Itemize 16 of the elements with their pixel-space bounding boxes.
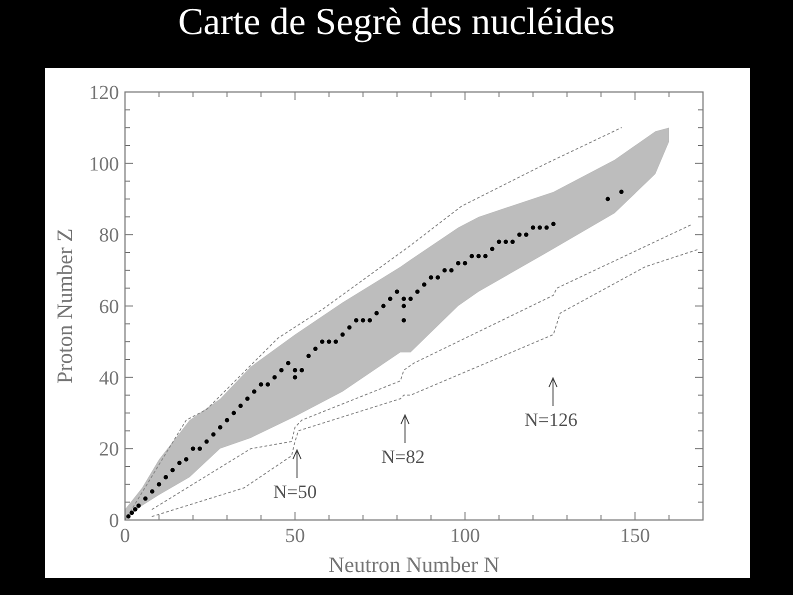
chart-title: Carte de Segrè des nucléides xyxy=(178,1,615,43)
y-tick-label: 20 xyxy=(99,438,119,461)
x-tick-label: 50 xyxy=(285,525,305,547)
y-tick-label: 40 xyxy=(99,367,119,390)
annotation: N=82 xyxy=(381,447,425,468)
annotation: N=50 xyxy=(273,482,317,503)
y-tick-label: 60 xyxy=(99,296,119,318)
annotation: N=126 xyxy=(524,410,578,431)
y-tick-label: 80 xyxy=(99,224,119,247)
y-tick-label: 120 xyxy=(89,82,119,104)
y-axis-title: Proton Number Z xyxy=(52,228,77,384)
y-tick-label: 100 xyxy=(89,153,119,176)
x-axis-title: Neutron Number N xyxy=(328,552,500,577)
y-tick-label: 0 xyxy=(109,510,119,532)
x-tick-label: 150 xyxy=(620,525,650,547)
x-tick-label: 100 xyxy=(450,525,480,547)
